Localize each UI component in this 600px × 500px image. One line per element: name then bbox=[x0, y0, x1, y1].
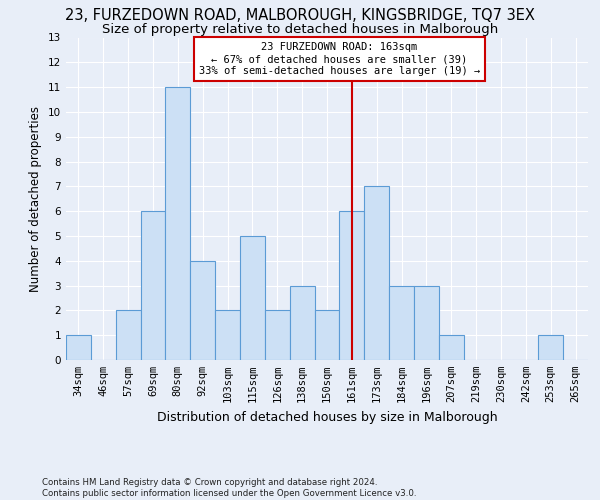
Bar bbox=[66, 335, 91, 360]
Bar bbox=[314, 310, 340, 360]
Bar bbox=[389, 286, 414, 360]
Bar bbox=[265, 310, 290, 360]
Bar bbox=[290, 286, 314, 360]
X-axis label: Distribution of detached houses by size in Malborough: Distribution of detached houses by size … bbox=[157, 410, 497, 424]
Bar bbox=[190, 261, 215, 360]
Bar bbox=[116, 310, 140, 360]
Text: Size of property relative to detached houses in Malborough: Size of property relative to detached ho… bbox=[102, 22, 498, 36]
Bar bbox=[414, 286, 439, 360]
Y-axis label: Number of detached properties: Number of detached properties bbox=[29, 106, 43, 292]
Bar bbox=[439, 335, 464, 360]
Bar bbox=[538, 335, 563, 360]
Bar bbox=[140, 211, 166, 360]
Text: 23, FURZEDOWN ROAD, MALBOROUGH, KINGSBRIDGE, TQ7 3EX: 23, FURZEDOWN ROAD, MALBOROUGH, KINGSBRI… bbox=[65, 8, 535, 22]
Text: 23 FURZEDOWN ROAD: 163sqm
← 67% of detached houses are smaller (39)
33% of semi-: 23 FURZEDOWN ROAD: 163sqm ← 67% of detac… bbox=[199, 42, 480, 76]
Bar bbox=[166, 87, 190, 360]
Bar bbox=[364, 186, 389, 360]
Bar bbox=[340, 211, 364, 360]
Bar bbox=[240, 236, 265, 360]
Bar bbox=[215, 310, 240, 360]
Text: Contains HM Land Registry data © Crown copyright and database right 2024.
Contai: Contains HM Land Registry data © Crown c… bbox=[42, 478, 416, 498]
